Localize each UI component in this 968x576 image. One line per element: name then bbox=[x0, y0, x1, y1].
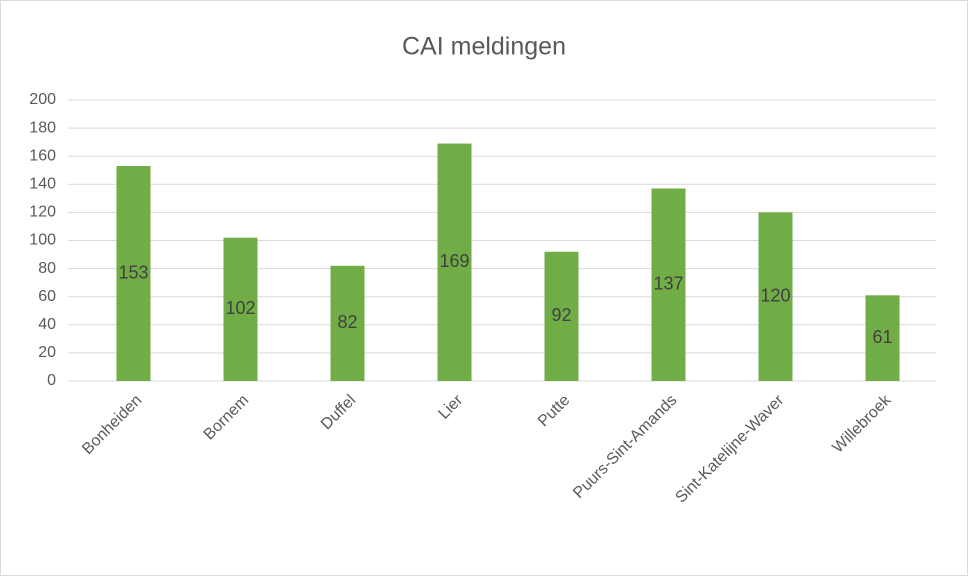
y-tick-label: 180 bbox=[29, 119, 56, 136]
y-tick-label: 60 bbox=[38, 288, 56, 305]
bar bbox=[437, 143, 472, 381]
y-tick-label: 100 bbox=[29, 232, 56, 249]
y-tick-label: 20 bbox=[38, 344, 56, 361]
bar bbox=[330, 265, 365, 381]
data-label: 92 bbox=[551, 305, 571, 325]
data-label: 153 bbox=[118, 262, 148, 282]
y-tick-label: 0 bbox=[47, 372, 56, 389]
y-tick-label: 160 bbox=[29, 147, 56, 164]
bar bbox=[544, 251, 579, 381]
bar bbox=[223, 237, 258, 381]
data-label: 102 bbox=[225, 298, 255, 318]
bar bbox=[651, 188, 686, 381]
data-label: 169 bbox=[439, 251, 469, 271]
bar bbox=[758, 212, 793, 381]
bar bbox=[865, 295, 900, 381]
y-tick-label: 80 bbox=[38, 260, 56, 277]
data-label: 120 bbox=[760, 285, 790, 305]
chart-title: CAI meldingen bbox=[402, 33, 566, 61]
bar bbox=[116, 166, 151, 381]
y-tick-label: 140 bbox=[29, 176, 56, 193]
y-tick-label: 200 bbox=[29, 91, 56, 108]
y-tick-label: 120 bbox=[29, 204, 56, 221]
data-label: 61 bbox=[872, 327, 892, 347]
data-label: 82 bbox=[337, 312, 357, 332]
y-tick-label: 40 bbox=[38, 316, 56, 333]
data-label: 137 bbox=[653, 274, 683, 294]
